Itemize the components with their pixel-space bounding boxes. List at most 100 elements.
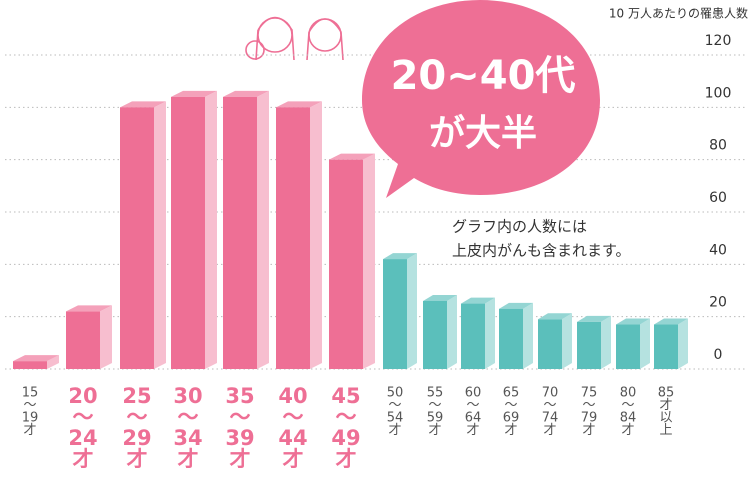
bar-side [562, 313, 572, 369]
y-tick-label: 40 [709, 242, 727, 258]
bar-side [205, 90, 217, 369]
x-tick-label: 80 [620, 386, 637, 401]
x-tick-label: 才 [659, 398, 672, 413]
x-tick-label: ～ [23, 398, 36, 413]
note: 上皮内がんも含まれます。 [452, 242, 631, 260]
x-tick-label: ～ [388, 398, 401, 413]
x-tick-label: 39 [225, 426, 254, 450]
bar-top [616, 318, 650, 325]
x-tick-label: 20 [68, 384, 97, 408]
callout-bubble [362, 0, 600, 198]
x-tick-label: 才 [230, 447, 251, 471]
illustration [245, 16, 344, 61]
x-tick-label: ～ [504, 398, 517, 413]
bar-top [223, 90, 269, 97]
bar-side [447, 294, 457, 369]
bar [423, 300, 447, 369]
x-tick-label: 44 [278, 426, 307, 450]
y-tick-label: 0 [714, 347, 723, 363]
bar-side [154, 101, 166, 369]
x-tick-label: 才 [73, 447, 94, 471]
x-tick-label: 19 [22, 411, 39, 426]
callout-text: が大半 [429, 113, 537, 154]
x-tick-label: 75 [581, 386, 598, 401]
x-tick-label: ～ [543, 398, 556, 413]
bar-side [678, 318, 688, 369]
bar-side [363, 153, 375, 369]
x-tick-label: 60 [465, 386, 482, 401]
x-tick-label: 才 [621, 423, 634, 438]
x-tick-label: ～ [73, 405, 94, 429]
x-tick-label: 85 [658, 386, 675, 401]
x-tick-label: ～ [428, 398, 441, 413]
bar-top [13, 355, 59, 362]
x-tick-label: 上 [659, 423, 672, 438]
x-tick-label: 才 [428, 423, 441, 438]
x-tick-label: 45 [331, 384, 360, 408]
bar-top [120, 101, 166, 108]
bar [616, 324, 640, 369]
x-tick-label: 84 [620, 411, 637, 426]
x-tick-label: 49 [331, 426, 360, 450]
bar [577, 321, 601, 369]
bar-top [423, 294, 457, 301]
bar-top [66, 305, 112, 312]
x-tick-label: 才 [23, 423, 36, 438]
bar-side [523, 302, 533, 369]
bar [654, 324, 678, 369]
y-tick-label: 20 [709, 295, 727, 311]
note: グラフ内の人数には [452, 218, 587, 236]
bar [120, 107, 154, 369]
y-tick-label: 60 [709, 190, 727, 206]
bar [538, 319, 562, 369]
x-tick-label: ～ [621, 398, 634, 413]
bar-side [100, 305, 112, 369]
y-tick-label: 120 [705, 33, 732, 49]
x-tick-label: 50 [387, 386, 404, 401]
bar-top [499, 302, 533, 309]
x-tick-label: 才 [178, 447, 199, 471]
x-tick-label: 才 [127, 447, 148, 471]
x-tick-label: 才 [336, 447, 357, 471]
x-tick-label: ～ [230, 405, 251, 429]
bar-side [257, 90, 269, 369]
x-tick-label: 25 [122, 384, 151, 408]
x-tick-label: 才 [466, 423, 479, 438]
bar [499, 308, 523, 369]
x-tick-label: 34 [173, 426, 202, 450]
x-tick-label: 15 [22, 386, 39, 401]
bar-side [601, 315, 611, 369]
y-tick-label: 100 [705, 85, 732, 101]
x-tick-label: 65 [503, 386, 520, 401]
x-tick-label: ～ [336, 405, 357, 429]
bar-side [640, 318, 650, 369]
bar-top [171, 90, 217, 97]
y-axis-label: 10 万人あたりの罹患人数 [609, 6, 748, 21]
bar-top [654, 318, 688, 325]
bar-side [485, 297, 495, 369]
x-tick-label: 才 [543, 423, 556, 438]
x-tick-label: 30 [173, 384, 202, 408]
y-tick-label: 80 [709, 138, 727, 154]
x-tick-label: 才 [504, 423, 517, 438]
bar-top [276, 101, 322, 108]
bar [276, 107, 310, 369]
bar-top [577, 315, 611, 322]
x-tick-label: 24 [68, 426, 97, 450]
x-tick-label: 54 [387, 411, 404, 426]
x-tick-label: 40 [278, 384, 307, 408]
x-tick-label: 29 [122, 426, 151, 450]
x-tick-label: 以 [659, 411, 672, 426]
bar-side [407, 253, 417, 369]
bar-top [538, 313, 572, 320]
bar-side [310, 101, 322, 369]
x-tick-label: 才 [283, 447, 304, 471]
bar-side [47, 355, 59, 369]
x-tick-label: 才 [388, 423, 401, 438]
x-tick-label: ～ [178, 405, 199, 429]
bar [461, 303, 485, 369]
bar-top [383, 253, 417, 260]
x-tick-label: 74 [542, 411, 559, 426]
bar-top [329, 153, 375, 160]
